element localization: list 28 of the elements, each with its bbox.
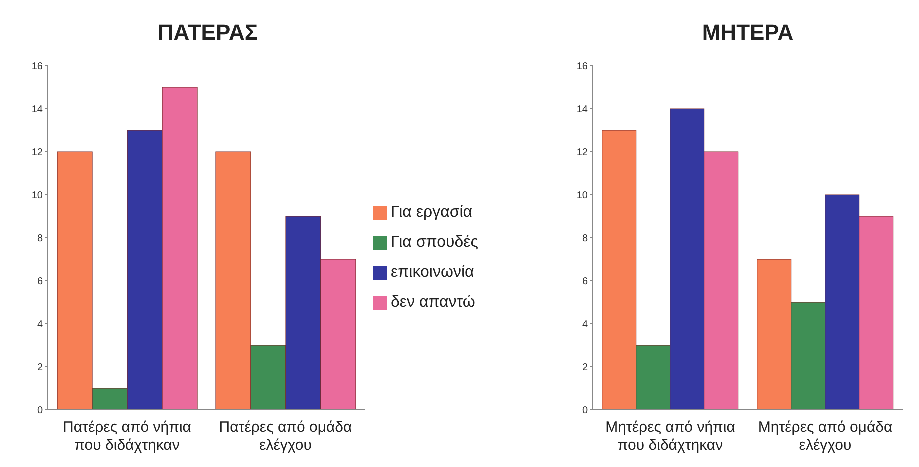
legend-label: δεν απαντώ bbox=[391, 294, 476, 311]
y-tick-label: 16 bbox=[32, 62, 44, 73]
y-tick-label: 10 bbox=[576, 190, 588, 202]
legend-label: Για εργασία bbox=[391, 204, 473, 221]
y-tick-label: 16 bbox=[576, 62, 588, 73]
legend-label: επικοινωνία bbox=[391, 264, 474, 281]
x-tick-label: Μητέρες από νήπια που διδάχτηκαν bbox=[606, 419, 736, 454]
y-tick-label: 8 bbox=[37, 234, 44, 245]
chart-title: ΠΑΤΕΡΑΣ bbox=[156, 19, 260, 47]
y-tick-label: 12 bbox=[32, 148, 44, 159]
y-tick-label: 0 bbox=[37, 406, 44, 417]
y-tick-label: 2 bbox=[582, 362, 588, 374]
y-tick-label: 10 bbox=[32, 190, 44, 202]
x-tick-label: Μητέρες από ομάδα ελέγχου bbox=[758, 419, 893, 454]
chart-title: ΜΗΤΕΡΑ bbox=[701, 19, 795, 47]
y-tick-label: 6 bbox=[582, 276, 588, 288]
y-tick-label: 0 bbox=[582, 406, 588, 417]
y-tick-label: 6 bbox=[37, 276, 44, 288]
x-tick-label: Πατέρες από νήπια που διδάχτηκαν bbox=[63, 419, 192, 454]
x-tick-label: Πατέρες από ομάδα ελέγχου bbox=[219, 419, 353, 454]
y-tick-label: 2 bbox=[37, 362, 44, 374]
y-tick-label: 4 bbox=[582, 320, 588, 331]
y-tick-label: 14 bbox=[32, 104, 44, 116]
y-tick-label: 12 bbox=[576, 148, 588, 159]
legend-label: Για σπουδές bbox=[391, 234, 478, 251]
y-tick-label: 14 bbox=[576, 104, 588, 116]
y-tick-label: 4 bbox=[37, 320, 44, 331]
y-tick-label: 8 bbox=[582, 234, 588, 245]
